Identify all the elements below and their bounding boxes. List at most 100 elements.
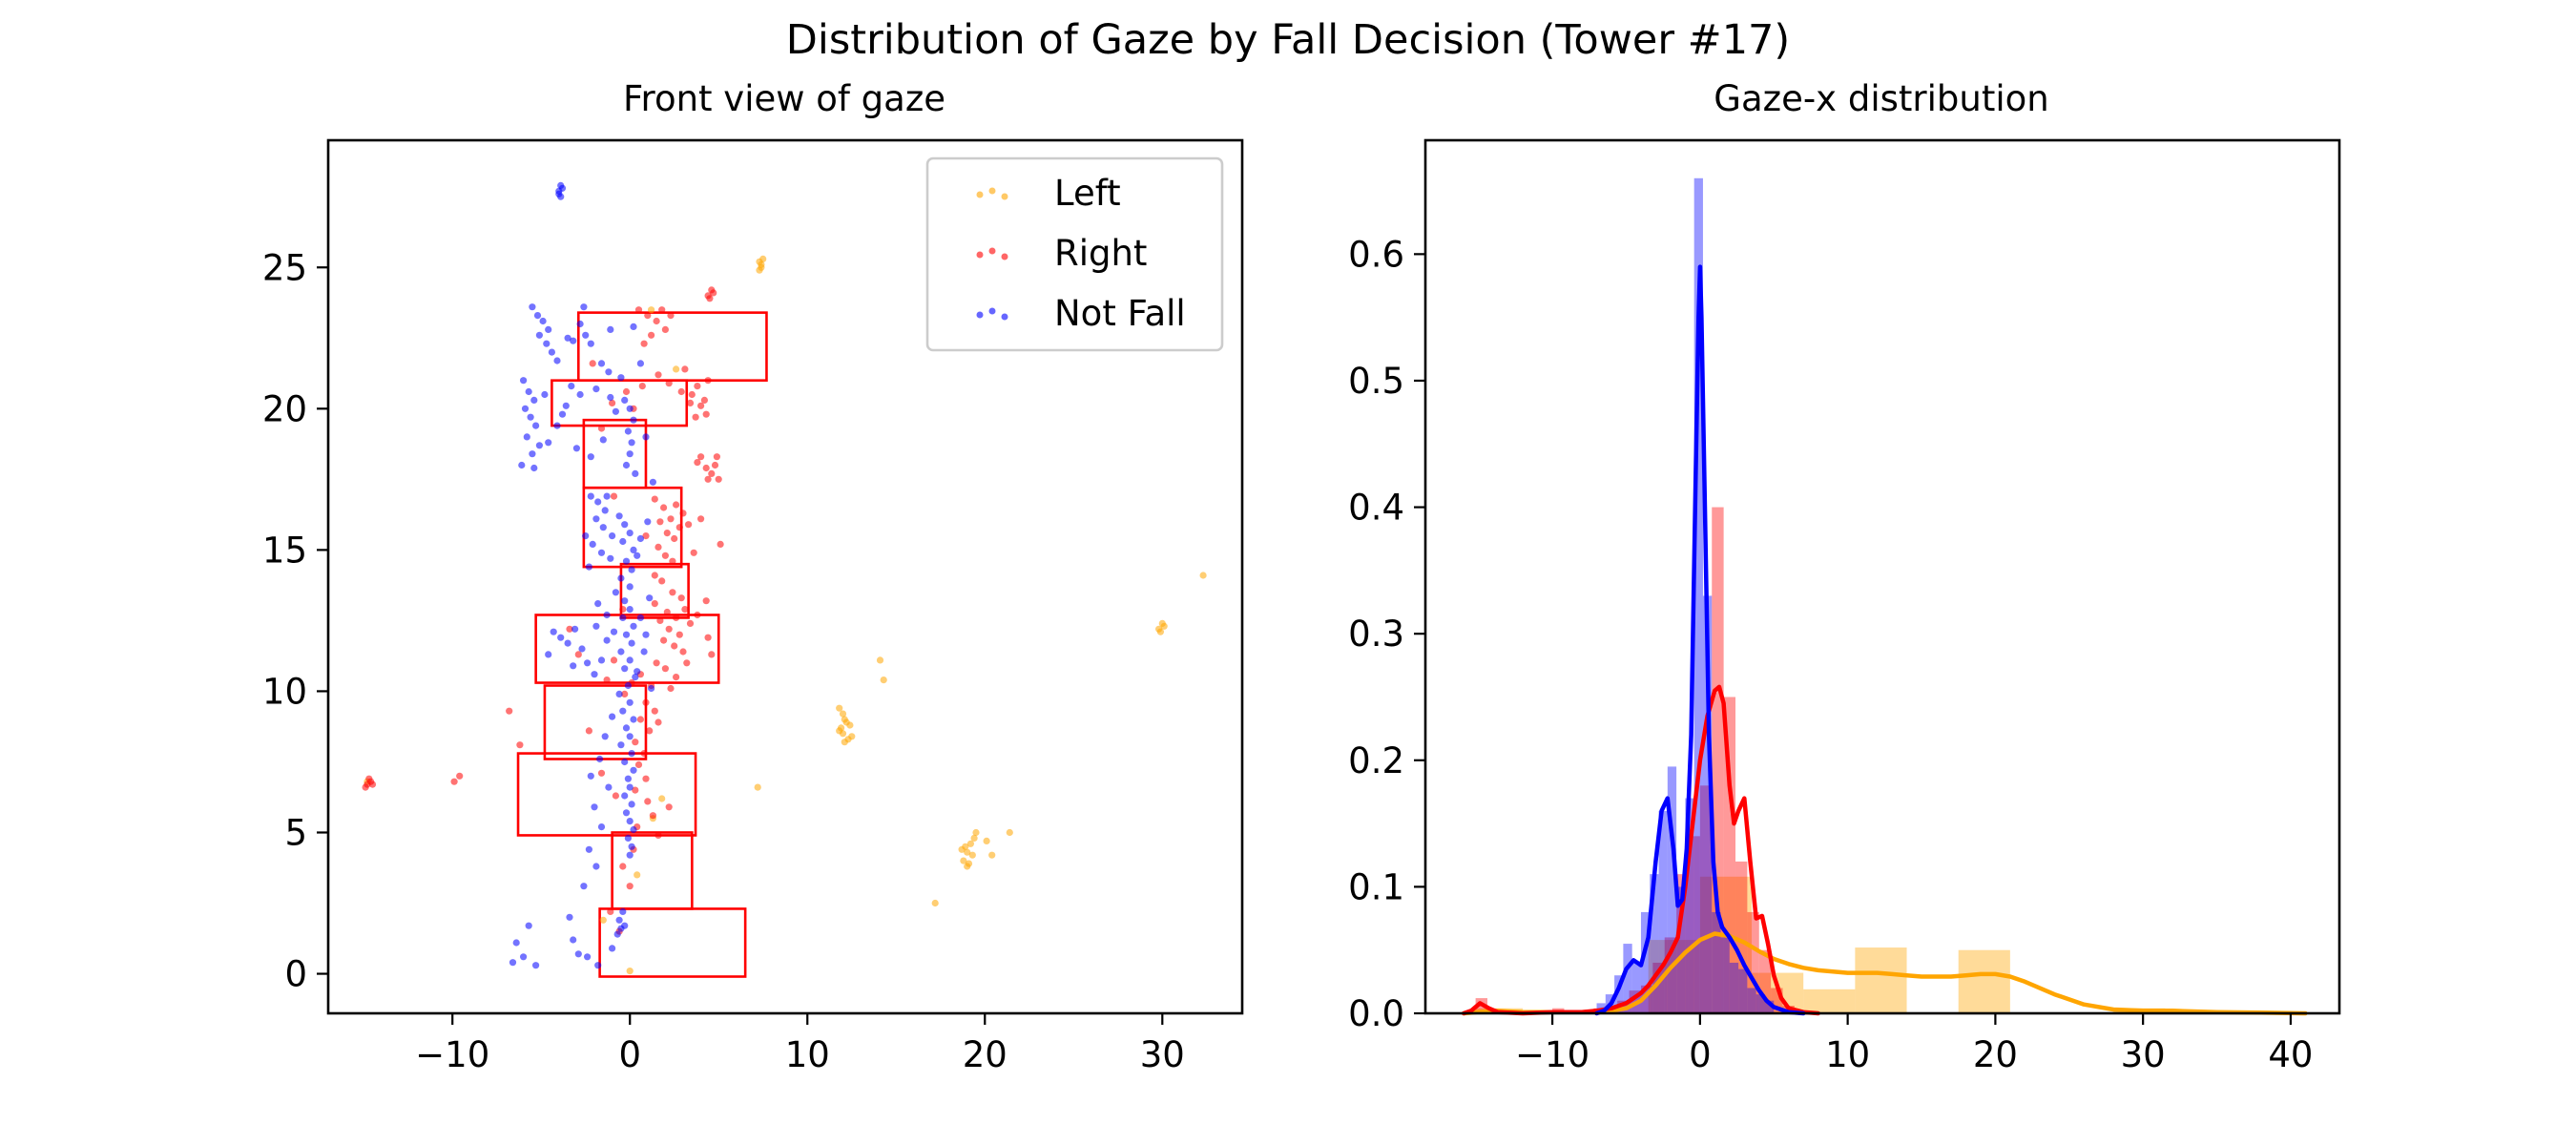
gaze-point-right <box>644 312 652 320</box>
gaze-point-right <box>649 812 657 820</box>
legend-label-not-fall: Not Fall <box>1054 293 1186 334</box>
gaze-point-not-fall <box>605 368 613 376</box>
gaze-point-left <box>759 255 767 262</box>
scatter-y-tick-label: 15 <box>262 530 307 571</box>
gaze-point-right <box>690 549 697 556</box>
gaze-point-right <box>692 413 699 421</box>
gaze-point-left <box>968 851 976 859</box>
gaze-point-left <box>1006 828 1013 837</box>
gaze-point-not-fall <box>626 698 634 706</box>
histogram-bar-left <box>1958 949 2010 1013</box>
gaze-point-not-fall <box>580 303 588 311</box>
legend: Left Right Not Fall <box>925 156 1224 352</box>
legend-marker-right <box>976 251 984 259</box>
gaze-point-not-fall <box>628 639 635 647</box>
scatter-axes-frame <box>326 138 1244 1015</box>
gaze-point-not-fall <box>630 825 637 834</box>
gaze-point-left <box>964 863 971 870</box>
histogram-left <box>1470 876 2166 1013</box>
gaze-point-not-fall <box>630 622 637 630</box>
gaze-point-right <box>697 453 705 461</box>
gaze-point-not-fall <box>610 628 618 635</box>
kde-curves <box>1461 264 2308 1016</box>
distribution-y-tick-label: 0.6 <box>1348 234 1404 275</box>
scatter-y-tick-label: 5 <box>284 812 307 853</box>
gaze-point-not-fall <box>619 614 627 622</box>
gaze-point-not-fall <box>601 507 609 514</box>
distribution-x-tick-label: 30 <box>2121 1034 2166 1075</box>
gaze-point-right <box>621 690 629 698</box>
gaze-point-not-fall <box>615 690 623 698</box>
gaze-point-not-fall <box>621 792 629 800</box>
gaze-point-right <box>589 360 596 367</box>
gaze-point-right <box>677 594 685 602</box>
gaze-point-not-fall <box>603 611 611 619</box>
gaze-point-not-fall <box>626 583 634 591</box>
gaze-point-not-fall <box>570 337 577 344</box>
legend-marker-not-fall <box>988 307 996 315</box>
gaze-point-left <box>964 848 971 856</box>
gaze-point-not-fall <box>626 606 634 614</box>
histogram-bar-not-fall <box>1667 766 1677 1013</box>
gaze-point-not-fall <box>630 766 637 774</box>
gaze-point-not-fall <box>607 554 614 562</box>
gaze-point-right <box>658 306 666 314</box>
gaze-point-right <box>702 597 710 605</box>
scatter-panel-title: Front view of gaze <box>623 78 945 119</box>
distribution-x-axis: −10 0 10 20 30 40 <box>1515 1013 2313 1075</box>
gaze-point-right <box>713 453 721 461</box>
gaze-point-left <box>958 845 966 853</box>
gaze-point-right <box>702 410 710 418</box>
gaze-point-right <box>665 803 673 811</box>
histogram-bar-right <box>1699 785 1713 1013</box>
distribution-x-tick-label: 10 <box>1825 1034 1870 1075</box>
gaze-point-right <box>665 625 673 633</box>
gaze-point-left <box>836 704 843 712</box>
legend-label-left: Left <box>1054 173 1121 214</box>
histogram-bar-not-fall <box>1650 874 1659 1013</box>
gaze-point-not-fall <box>572 445 581 452</box>
gaze-point-right <box>506 707 513 715</box>
gaze-point-right <box>704 475 712 483</box>
gaze-point-right <box>626 883 634 890</box>
gaze-point-right <box>715 475 722 483</box>
gaze-point-not-fall <box>594 600 602 608</box>
gaze-point-right <box>658 577 666 585</box>
gaze-point-not-fall <box>628 843 635 850</box>
gaze-point-right <box>675 524 683 531</box>
gaze-point-not-fall <box>609 713 616 720</box>
gaze-point-not-fall <box>622 557 631 565</box>
histogram-bar-not-fall <box>1764 1000 1775 1013</box>
gaze-point-not-fall <box>525 922 532 929</box>
gaze-point-not-fall <box>619 707 627 715</box>
gaze-point-right <box>653 659 660 667</box>
gaze-point-not-fall <box>521 405 530 412</box>
gaze-point-not-fall <box>630 546 637 554</box>
gaze-point-not-fall <box>585 845 593 853</box>
gaze-point-right <box>612 792 620 800</box>
gaze-point-not-fall <box>626 530 634 537</box>
gaze-point-right <box>656 616 664 625</box>
gaze-point-not-fall <box>612 589 620 596</box>
gaze-point-right <box>585 727 593 735</box>
gaze-point-not-fall <box>649 478 657 486</box>
histogram-bar-not-fall <box>1623 944 1632 1013</box>
gaze-point-not-fall <box>571 625 579 633</box>
gaze-point-not-fall <box>640 648 648 656</box>
histogram-bar-not-fall <box>1658 810 1668 1013</box>
gaze-point-not-fall <box>636 360 645 367</box>
scatter-x-tick-label: 30 <box>1140 1034 1185 1075</box>
legend-frame <box>925 156 1224 352</box>
gaze-point-not-fall <box>636 534 645 543</box>
gaze-point-right <box>653 317 660 325</box>
histogram-bar-not-fall <box>1738 968 1748 1013</box>
gaze-point-right <box>686 399 695 406</box>
gaze-point-not-fall <box>529 450 536 458</box>
gaze-point-not-fall <box>626 450 634 458</box>
gaze-point-not-fall <box>570 662 577 670</box>
gaze-point-not-fall <box>632 469 639 477</box>
gaze-point-left <box>841 716 848 723</box>
gaze-point-not-fall <box>589 540 596 549</box>
gaze-point-not-fall <box>617 648 625 656</box>
gaze-point-not-fall <box>557 193 565 200</box>
